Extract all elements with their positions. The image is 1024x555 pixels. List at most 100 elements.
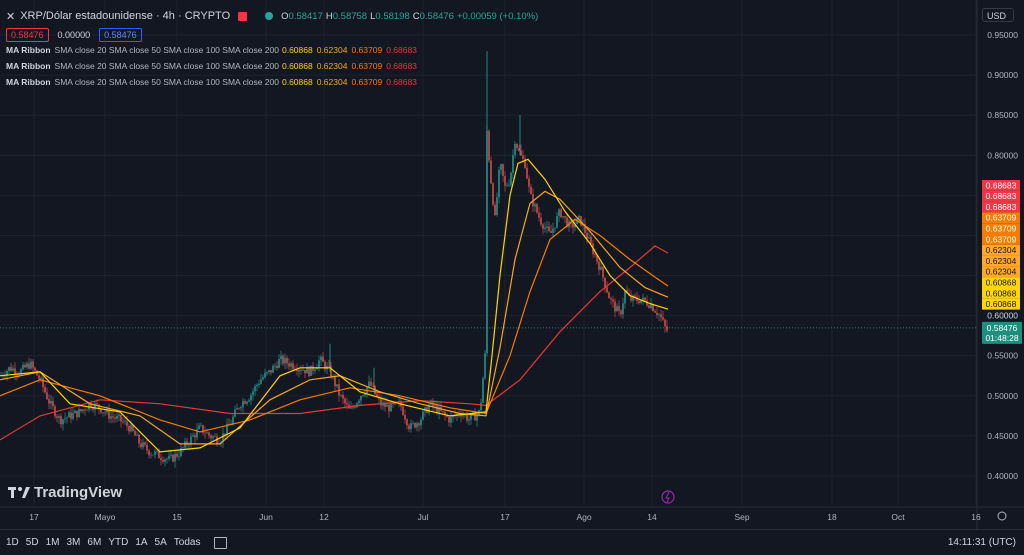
candle-body (320, 356, 322, 361)
candle-body (620, 310, 622, 315)
candle-body (114, 417, 116, 419)
candle-body (252, 391, 254, 396)
candle-body (222, 433, 224, 443)
candle-body (368, 381, 370, 388)
candle-body (546, 226, 548, 228)
candle-body (164, 459, 166, 462)
bottom-toolbar: 1D 5D 1M 3M 6M YTD 1A 5A Todas 14:11:31 (UTC) (0, 529, 1024, 555)
candle-body (482, 378, 484, 403)
candle-body (274, 365, 276, 367)
candle-body (408, 425, 410, 430)
ma-price-label: 0.62304 (986, 256, 1017, 266)
candle-body (544, 227, 546, 229)
candle-body (496, 197, 498, 215)
candle-body (18, 374, 20, 375)
ohlc-values: O0.58417 H0.58758 L0.58198 C0.58476 +0.00059… (281, 11, 541, 22)
ohlc-value: 0.58417 (288, 10, 323, 22)
candle-body (50, 400, 52, 404)
indicator-value: 0.62304 (316, 77, 348, 87)
range-button[interactable]: 6M (87, 537, 102, 548)
range-button[interactable]: 5D (25, 537, 39, 548)
candle-body (588, 237, 590, 239)
calendar-icon[interactable] (214, 536, 228, 549)
candle-body (376, 393, 378, 397)
candle-body (542, 224, 544, 229)
candle-body (458, 413, 460, 415)
candle-body (288, 363, 290, 367)
candle-body (518, 148, 520, 151)
candle-body (82, 409, 84, 412)
candle-body (264, 373, 266, 378)
indicator-legend[interactable]: MA Ribbon SMA close 20 SMA close 50 SMA c… (6, 77, 421, 87)
candle-body (232, 416, 234, 424)
range-button[interactable]: YTD (108, 537, 129, 548)
candle-body (492, 183, 494, 205)
candle-body (622, 303, 624, 315)
candle-body (512, 155, 514, 173)
candle-body (20, 369, 22, 375)
currency-selector[interactable]: USD (982, 8, 1014, 22)
ma-price-label-bg (982, 277, 1020, 288)
ohlc-key: O (281, 10, 289, 22)
candle-body (308, 367, 310, 376)
ohlc-key: H (325, 10, 333, 22)
candle-body (528, 178, 530, 187)
candle-body (334, 376, 336, 387)
ma-price-label: 0.68683 (986, 180, 1017, 190)
candle-body (648, 305, 650, 308)
event-marker-icon[interactable] (661, 490, 675, 504)
time-tick-label: Oct (891, 512, 905, 522)
candle-body (530, 186, 532, 195)
indicator-legend[interactable]: MA Ribbon SMA close 20 SMA close 50 SMA c… (6, 61, 421, 71)
candle-body (586, 232, 588, 239)
sell-price-box[interactable]: 0.58476 (6, 28, 49, 42)
candle-body (560, 209, 562, 218)
candle-body (156, 450, 158, 452)
candle-body (262, 377, 264, 380)
lightning-icon (665, 491, 670, 503)
ma-price-label: 0.60868 (986, 278, 1017, 288)
settings-icon[interactable] (997, 511, 1007, 521)
candle-body (358, 400, 360, 404)
time-tick-label: 17 (29, 512, 39, 522)
candle-body (502, 164, 504, 177)
candle-body (150, 454, 152, 456)
candle-body (566, 217, 568, 227)
buy-price-box[interactable]: 0.58476 (99, 28, 142, 42)
candle-body (318, 360, 320, 368)
range-button[interactable]: 3M (66, 537, 81, 548)
ohlc-value: +0.00059 (+0.10%) (456, 10, 539, 22)
candle-body (554, 227, 556, 229)
candle-body (126, 421, 128, 427)
candle-body (442, 410, 444, 412)
candle-body (78, 409, 80, 418)
candle-body (130, 424, 132, 432)
range-button[interactable]: Todas (173, 537, 201, 548)
range-button[interactable]: 1M (45, 537, 60, 548)
symbol-title[interactable]: XRP/Dólar estadounidense · 4h · CRYPTO (20, 10, 231, 22)
close-icon[interactable]: ✕ (6, 10, 16, 23)
candle-body (136, 434, 138, 436)
chart-header: ✕ XRP/Dólar estadounidense · 4h · CRYPTO… (6, 8, 541, 24)
price-tick-label: 0.60000 (987, 311, 1018, 321)
candle-body (256, 384, 258, 387)
candle-body (96, 403, 98, 405)
indicator-legend[interactable]: MA Ribbon SMA close 20 SMA close 50 SMA c… (6, 45, 421, 55)
candle-body (146, 444, 148, 451)
range-button[interactable]: 1D (6, 537, 19, 548)
indicator-name: MA Ribbon (6, 45, 51, 55)
range-button[interactable]: 5A (154, 537, 167, 548)
candle-body (494, 204, 496, 215)
range-button[interactable]: 1A (135, 537, 148, 548)
candle-body (422, 411, 424, 420)
candle-body (110, 416, 112, 419)
candle-body (108, 409, 110, 419)
candle-body (90, 403, 92, 408)
flag-icon[interactable] (238, 11, 248, 21)
candle-body (206, 432, 208, 434)
candle-body (666, 326, 668, 331)
utc-clock[interactable]: 14:11:31 (UTC) (947, 537, 1016, 548)
candle-body (652, 304, 654, 311)
time-tick-label: 12 (319, 512, 329, 522)
